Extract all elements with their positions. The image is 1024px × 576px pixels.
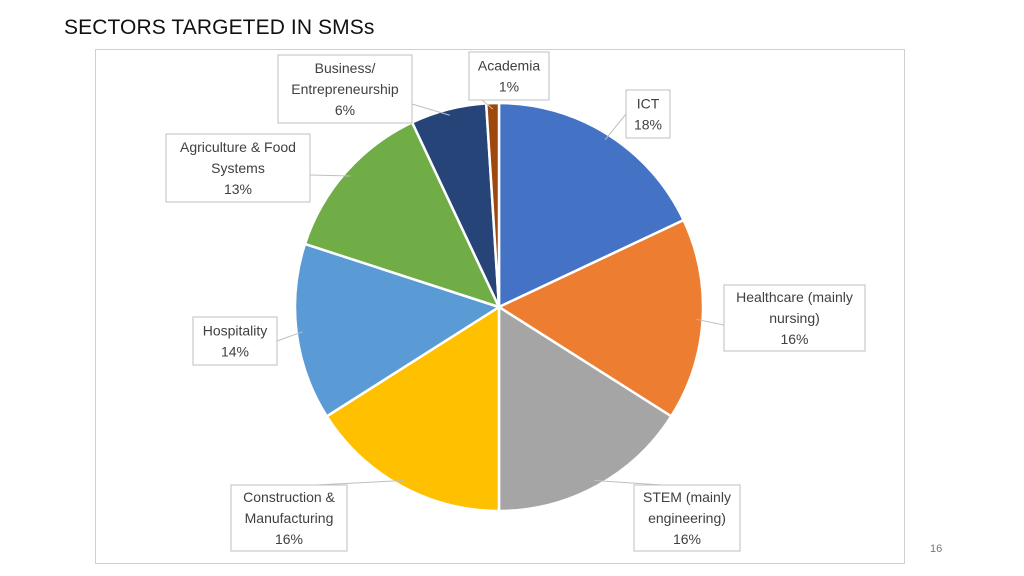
category-label-construction-manufacturing: Manufacturing [245,510,334,526]
leader-line-construction-manufacturing [315,480,404,486]
leader-line-hospitality [276,331,303,342]
callout-box [723,284,866,352]
callout-business-entrepreneurship: Business/Entrepreneurship 6% [277,54,413,124]
category-label-ict: ICT [637,96,660,112]
pie-slice-agriculture-food-systems [303,121,501,309]
leader-lines-layer [276,99,725,486]
pie-slice-hospitality [293,242,501,418]
data-label-construction-manufacturing: 16% [275,531,303,547]
leader-line-academia [481,99,494,110]
callout-agriculture-food-systems: Agriculture & Food Systems 13% [165,133,311,203]
category-label-healthcare-mainly-nursing: Healthcare (mainly [736,289,853,305]
data-label-ict: 18% [634,117,662,133]
callout-academia: Academia 1% [468,51,550,101]
callout-box [230,484,348,552]
data-label-agriculture-food-systems: 13% [224,181,252,197]
category-label-construction-manufacturing: Construction & [243,489,335,505]
leader-line-ict [604,113,627,141]
data-label-business-entrepreneurship: 6% [335,102,355,118]
category-label-business-entrepreneurship: Business/ [315,60,376,76]
leader-line-agriculture-food-systems [309,174,351,177]
callout-healthcare-mainly-nursing: Healthcare (mainly nursing) 16% [723,284,866,352]
category-label-stem-mainly-engineering: STEM (mainly [643,489,731,505]
category-label-agriculture-food-systems: Systems [211,160,265,176]
pie-slice-ict [497,101,685,309]
leader-line-healthcare-mainly-nursing [696,318,725,326]
leader-line-business-entrepreneurship [411,103,450,116]
category-label-stem-mainly-engineering: engineering) [648,510,726,526]
category-label-business-entrepreneurship: Entrepreneurship [291,81,399,97]
data-label-hospitality: 14% [221,344,249,360]
callout-stem-mainly-engineering: STEM (mainly engineering) 16% [633,484,741,552]
slices-layer [293,101,705,513]
category-label-hospitality: Hospitality [203,323,268,339]
callout-box [468,51,550,101]
slide-title: SECTORS TARGETED IN SMSs [64,16,375,39]
pie-slice-healthcare-mainly-nursing [497,218,705,418]
callout-box [633,484,741,552]
category-label-academia: Academia [478,58,540,74]
data-label-academia: 1% [499,79,519,95]
data-label-healthcare-mainly-nursing: 16% [780,331,808,347]
callout-ict: ICT 18% [625,89,671,139]
chart-frame [95,49,905,564]
callout-box [192,316,278,366]
callout-hospitality: Hospitality 14% [192,316,278,366]
data-label-stem-mainly-engineering: 16% [673,531,701,547]
pie-slice-stem-mainly-engineering [497,305,673,513]
leader-line-stem-mainly-engineering [594,480,663,486]
callout-box [625,89,671,139]
category-label-agriculture-food-systems: Agriculture & Food [180,139,296,155]
pie-slice-construction-manufacturing [325,305,501,513]
callout-box [277,54,413,124]
page-number: 16 [930,543,943,555]
category-label-healthcare-mainly-nursing: nursing) [769,310,820,326]
callout-construction-manufacturing: Construction & Manufacturing 16% [230,484,348,552]
callout-box [165,133,311,203]
